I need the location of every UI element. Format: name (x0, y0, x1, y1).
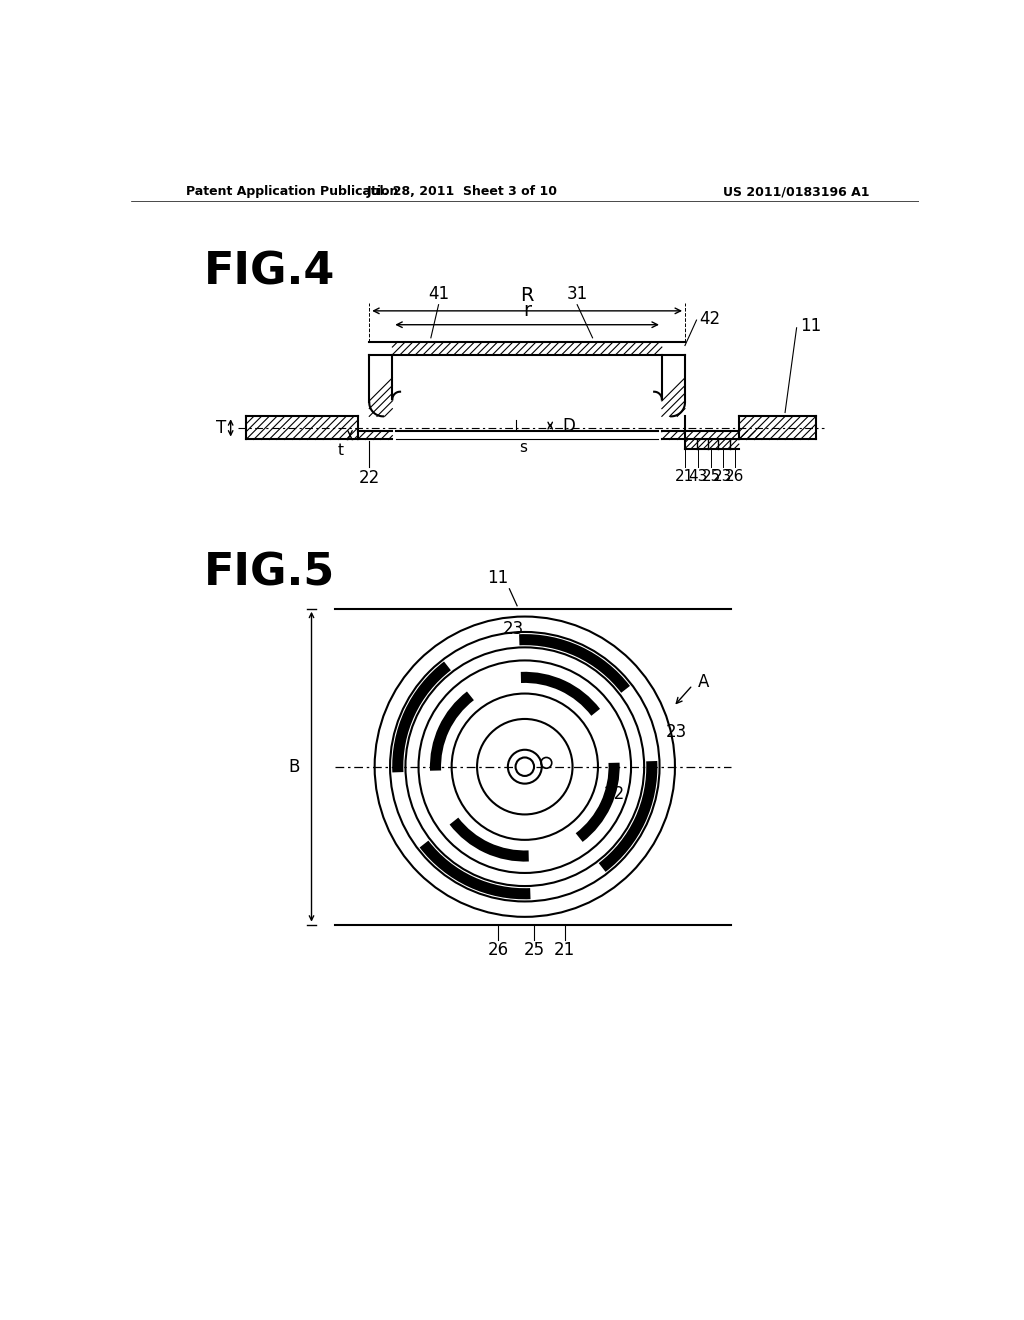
Text: 11: 11 (487, 569, 509, 587)
Text: Jul. 28, 2011  Sheet 3 of 10: Jul. 28, 2011 Sheet 3 of 10 (367, 185, 557, 198)
Text: T: T (216, 418, 226, 437)
Text: 25: 25 (523, 941, 545, 960)
Text: Patent Application Publication: Patent Application Publication (186, 185, 398, 198)
Text: 22: 22 (358, 469, 380, 487)
Text: FIG.5: FIG.5 (204, 552, 335, 594)
Text: 26: 26 (487, 941, 508, 960)
Text: 23: 23 (666, 723, 687, 741)
Text: R: R (520, 285, 534, 305)
Text: 31: 31 (566, 285, 588, 304)
Text: 43: 43 (688, 469, 708, 483)
Text: 21: 21 (676, 469, 694, 483)
Text: 26: 26 (725, 469, 744, 483)
Text: FIG.4: FIG.4 (204, 251, 335, 294)
Text: US 2011/0183196 A1: US 2011/0183196 A1 (723, 185, 869, 198)
Text: 23: 23 (713, 469, 732, 483)
Text: A: A (698, 673, 710, 690)
Text: 22: 22 (604, 784, 626, 803)
Text: 42: 42 (698, 310, 720, 327)
Text: B: B (289, 758, 300, 776)
Text: r: r (523, 301, 531, 321)
Text: s: s (519, 441, 527, 455)
Text: D: D (562, 417, 575, 434)
Text: 21: 21 (554, 941, 575, 960)
Text: 25: 25 (701, 469, 721, 483)
Text: t: t (338, 442, 344, 458)
Text: 41: 41 (428, 285, 450, 304)
Text: 11: 11 (801, 317, 821, 335)
Text: 23: 23 (503, 619, 524, 638)
